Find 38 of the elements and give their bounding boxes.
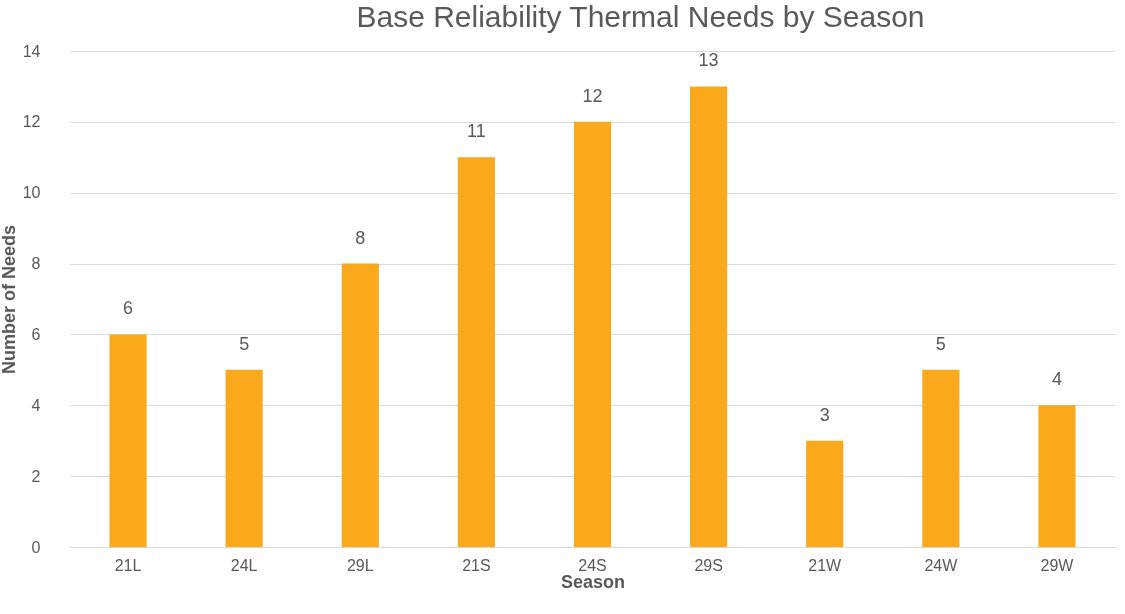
- bar: [225, 369, 263, 547]
- y-tick-label: 8: [31, 255, 41, 273]
- bar: [806, 440, 844, 547]
- data-label: 6: [123, 298, 134, 319]
- chart-title: Base Reliability Thermal Needs by Season: [356, 0, 925, 33]
- y-tick-label: 10: [22, 184, 41, 202]
- x-tick-label: 24S: [578, 556, 607, 574]
- y-tick-label: 6: [31, 325, 41, 343]
- y-tick-label: 4: [31, 396, 41, 414]
- x-tick-label: 21S: [462, 556, 491, 574]
- x-tick-label: 21W: [808, 556, 843, 574]
- bar: [1038, 405, 1076, 547]
- data-label: 8: [355, 227, 366, 248]
- data-label: 12: [582, 85, 603, 106]
- bar: [457, 157, 495, 547]
- bar: [341, 263, 379, 547]
- data-label: 5: [935, 333, 946, 354]
- x-axis-title: Season: [560, 571, 626, 592]
- bar: [109, 334, 147, 547]
- y-axis-title: Number of Needs: [0, 224, 19, 375]
- x-tick-label: 29L: [346, 556, 374, 574]
- bar: [690, 86, 728, 547]
- y-tick-label: 0: [31, 538, 41, 556]
- y-tick-label: 12: [22, 113, 41, 131]
- x-tick-label: 21L: [114, 556, 142, 574]
- data-label: 4: [1051, 369, 1062, 390]
- data-label: 5: [239, 333, 250, 354]
- x-tick-label: 29W: [1040, 556, 1075, 574]
- data-label: 11: [467, 121, 486, 142]
- y-tick-label: 14: [22, 42, 41, 60]
- bar: [922, 369, 960, 547]
- y-tick-label: 2: [31, 467, 41, 485]
- x-tick-label: 29S: [694, 556, 723, 574]
- data-label: 3: [819, 404, 830, 425]
- data-label: 13: [698, 50, 719, 71]
- bar: [573, 121, 612, 547]
- x-tick-label: 24W: [924, 556, 959, 574]
- x-tick-label: 24L: [230, 556, 258, 574]
